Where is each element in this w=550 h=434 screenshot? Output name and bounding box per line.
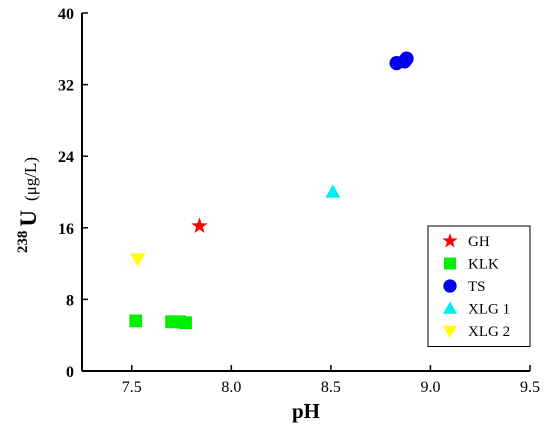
legend-label: XLG 1: [468, 302, 510, 318]
x-tick-label: 7.5: [122, 379, 142, 396]
data-points: [129, 51, 414, 330]
legend-label: KLK: [468, 257, 499, 273]
x-axis-label: pH: [292, 399, 320, 423]
legend-label: TS: [468, 279, 486, 295]
data-point-klk: [179, 316, 192, 330]
x-tick-label: 8.5: [321, 379, 341, 396]
y-tick-label: 40: [58, 6, 74, 23]
y-tick-label: 16: [58, 221, 74, 238]
legend-marker-gh: [442, 232, 458, 248]
x-tick-label: 8.0: [221, 379, 241, 396]
legend-marker-klk: [444, 257, 456, 270]
legend: GH KLK TS XLG 1 XLG 2: [427, 225, 531, 347]
ticks: 7.5 8.0 8.5 9.0 9.5 0 8 16 24 32 40: [58, 6, 540, 396]
y-tick-label: 0: [66, 364, 74, 381]
data-point-xlg-2: [130, 253, 146, 267]
data-point-ts: [399, 51, 414, 66]
legend-marker-ts: [443, 279, 457, 293]
data-point-gh: [191, 217, 208, 233]
x-tick-label: 9.5: [520, 379, 540, 396]
data-point-klk: [129, 314, 143, 328]
y-tick-label: 24: [58, 149, 74, 166]
legend-marker-xlg-1: [443, 301, 457, 314]
y-axis-label-superscript: 238: [15, 231, 31, 254]
axes: [81, 13, 530, 372]
x-tick-label: 9.0: [420, 379, 440, 396]
y-tick-label: 32: [58, 78, 74, 95]
y-axis-label-unit: (μg/L): [21, 157, 40, 201]
y-axis-label-symbol: U: [16, 210, 41, 227]
svg-text:238 U (μg/L): 238 U (μg/L): [14, 157, 41, 253]
legend-marker-xlg-2: [443, 325, 457, 338]
y-axis-label: 238 U (μg/L): [14, 157, 41, 253]
legend-label: GH: [468, 234, 490, 250]
y-tick-label: 8: [66, 292, 74, 309]
legend-label: XLG 2: [468, 324, 510, 340]
data-point-xlg-1: [325, 184, 341, 198]
